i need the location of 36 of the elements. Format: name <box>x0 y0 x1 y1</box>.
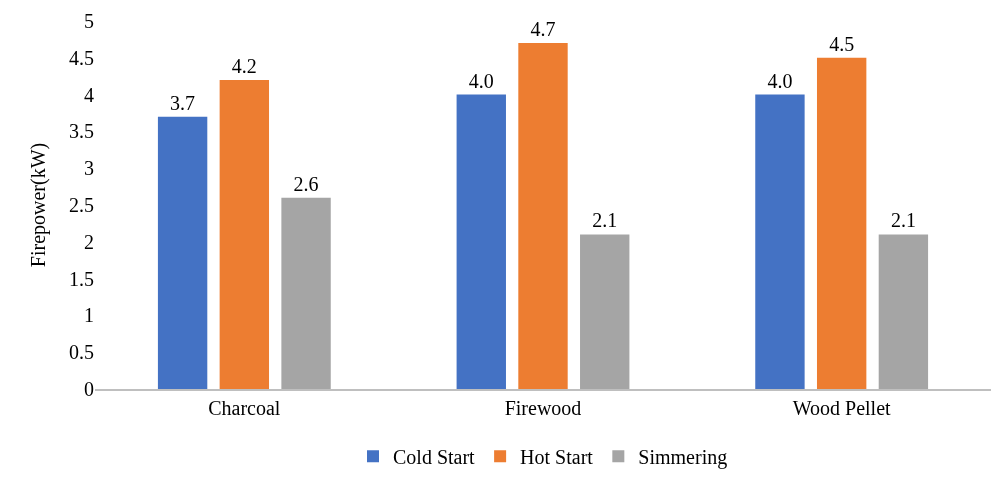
data-label: 4.7 <box>530 18 556 41</box>
x-tick-label: Charcoal <box>208 396 281 419</box>
y-tick-label: 5 <box>84 10 94 32</box>
bar <box>456 94 506 389</box>
y-tick-label: 0 <box>84 378 94 400</box>
data-label: 2.1 <box>592 209 618 232</box>
y-tick-label: 3.5 <box>69 120 94 143</box>
y-tick-label: 1.5 <box>69 267 94 290</box>
data-label: 4.2 <box>231 54 257 77</box>
bar <box>580 234 630 389</box>
y-tick-label: 2.5 <box>69 194 94 216</box>
legend-label: Simmering <box>638 446 728 470</box>
legend-label: Hot Start <box>520 446 594 469</box>
x-tick-label: Firewood <box>504 396 582 419</box>
bar <box>816 57 867 389</box>
data-label: 4.0 <box>468 69 494 92</box>
bar <box>281 197 331 389</box>
bar <box>518 43 568 389</box>
bar <box>157 116 208 389</box>
x-tick-label: Wood Pellet <box>792 396 892 419</box>
legend-label: Cold Start <box>393 446 476 469</box>
data-label: 2.6 <box>293 172 319 195</box>
y-tick-label: 1 <box>84 304 94 327</box>
y-tick-label: 2 <box>84 230 94 253</box>
bar <box>755 94 805 389</box>
y-tick-label: 3 <box>84 157 94 180</box>
data-label: 3.7 <box>170 91 196 114</box>
data-label: 2.1 <box>890 209 916 232</box>
y-axis-title: Firepower(kW) <box>27 142 50 268</box>
y-tick-label: 4.5 <box>69 46 94 69</box>
y-tick-label: 0.5 <box>69 341 94 364</box>
bar <box>878 234 929 389</box>
data-label: 4.5 <box>829 32 855 55</box>
data-label: 4.0 <box>767 69 793 92</box>
y-tick-label: 4 <box>84 83 94 106</box>
bar <box>219 79 270 389</box>
